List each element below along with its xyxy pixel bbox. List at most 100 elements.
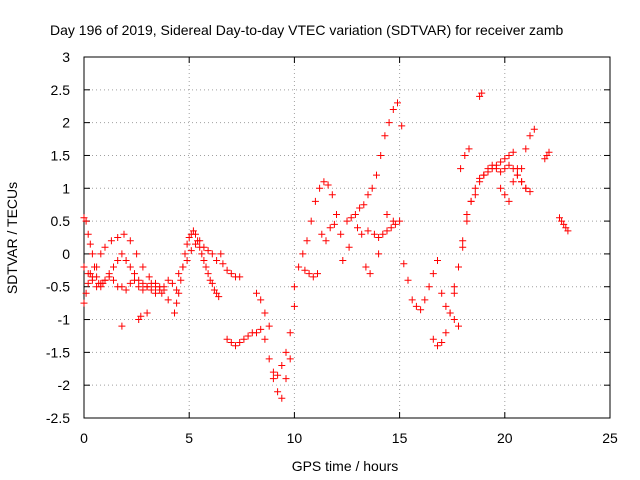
- data-point: [328, 191, 336, 199]
- data-point: [236, 339, 244, 346]
- y-tick-label: -0.5: [46, 279, 70, 295]
- data-point: [257, 296, 265, 304]
- data-point: [219, 260, 227, 268]
- data-point: [299, 250, 307, 258]
- data-point: [253, 289, 260, 297]
- data-point: [301, 266, 309, 274]
- data-point: [232, 342, 239, 350]
- data-point: [501, 165, 509, 173]
- data-point: [438, 289, 446, 297]
- data-point: [137, 312, 145, 320]
- data-point: [183, 240, 191, 248]
- data-point: [354, 224, 361, 232]
- data-point: [368, 184, 376, 192]
- data-point: [320, 178, 328, 186]
- data-point: [434, 257, 441, 264]
- data-point: [377, 152, 385, 159]
- data-point: [286, 355, 294, 363]
- data-point: [290, 283, 298, 291]
- data-point: [80, 299, 88, 307]
- data-point: [324, 181, 332, 189]
- data-point: [223, 266, 231, 274]
- data-point: [389, 217, 397, 225]
- data-point: [442, 302, 450, 310]
- data-point: [215, 293, 223, 301]
- data-point: [295, 263, 303, 271]
- y-tick-label: 1: [62, 180, 70, 196]
- data-point: [265, 355, 273, 363]
- data-point: [204, 270, 212, 278]
- data-point: [455, 263, 462, 271]
- data-point: [164, 296, 172, 304]
- data-point: [152, 289, 159, 297]
- data-point: [164, 276, 172, 284]
- data-point: [110, 276, 117, 284]
- data-point: [84, 270, 92, 278]
- data-point: [322, 237, 330, 245]
- data-point: [269, 368, 277, 376]
- data-point: [181, 250, 189, 258]
- data-point: [526, 188, 534, 196]
- data-point: [387, 224, 395, 232]
- data-point: [101, 243, 109, 251]
- data-point: [501, 155, 509, 163]
- data-point: [484, 168, 492, 176]
- data-point: [139, 263, 147, 271]
- data-point: [518, 165, 526, 173]
- chart-title: Day 196 of 2019, Sidereal Day-to-day VTE…: [50, 22, 563, 38]
- data-point: [400, 260, 408, 268]
- data-point: [412, 302, 420, 310]
- data-point: [385, 119, 393, 127]
- data-point: [236, 273, 244, 281]
- data-point: [84, 279, 92, 287]
- data-point: [505, 152, 513, 159]
- data-point: [375, 234, 383, 241]
- data-point: [173, 299, 181, 307]
- plot-frame: [83, 56, 611, 419]
- data-point: [278, 362, 286, 369]
- data-point: [118, 283, 126, 291]
- data-point: [446, 309, 454, 317]
- x-tick-label: 25: [602, 430, 618, 446]
- data-point: [383, 227, 391, 235]
- data-point: [192, 240, 199, 248]
- data-point: [450, 289, 458, 297]
- data-point: [213, 257, 221, 264]
- data-point: [139, 286, 147, 294]
- axis-ticks: 3 2.5 2 1.5 1 0.5 0 -0.5 -1 -1.5 -2 -2.5 0 5 10 15 20 25: [46, 49, 618, 446]
- data-point: [455, 322, 462, 330]
- data-point: [168, 279, 176, 287]
- data-point: [497, 168, 505, 176]
- data-point: [345, 243, 353, 251]
- data-point: [135, 283, 143, 291]
- data-point: [97, 250, 105, 258]
- data-point: [120, 230, 128, 238]
- data-point: [389, 106, 397, 113]
- data-point: [381, 132, 389, 140]
- data-point: [196, 237, 204, 245]
- data-point: [101, 276, 109, 284]
- data-point: [227, 270, 235, 278]
- data-point: [505, 197, 513, 205]
- data-point: [467, 197, 475, 205]
- data-point: [152, 283, 159, 291]
- data-point: [253, 329, 260, 337]
- data-point: [82, 289, 90, 297]
- y-tick-label: 0.5: [51, 213, 71, 229]
- data-point: [463, 217, 471, 225]
- x-tick-label: 10: [287, 430, 303, 446]
- data-point: [202, 263, 210, 271]
- y-tick-label: -2.5: [46, 410, 70, 426]
- data-point: [175, 270, 183, 278]
- data-point: [278, 394, 286, 402]
- data-point: [396, 217, 404, 225]
- data-point: [463, 211, 471, 218]
- data-point: [105, 273, 113, 281]
- data-point: [145, 273, 153, 281]
- data-point: [358, 230, 366, 238]
- data-point: [208, 250, 216, 258]
- data-point: [86, 240, 94, 248]
- data-point: [309, 273, 317, 281]
